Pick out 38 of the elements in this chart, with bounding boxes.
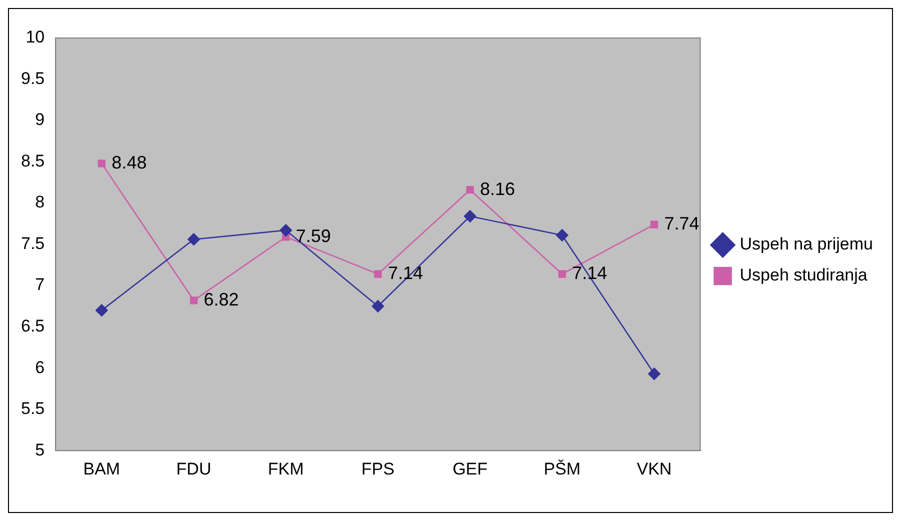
point bbox=[190, 296, 198, 304]
y-tick-label: 7 bbox=[35, 275, 45, 294]
point bbox=[650, 220, 658, 228]
y-tick-label: 7.5 bbox=[20, 234, 45, 253]
data-label: 8.16 bbox=[480, 178, 516, 199]
legend-label: Uspeh na prijemu bbox=[740, 234, 874, 254]
point bbox=[96, 304, 108, 316]
y-tick-label: 9 bbox=[35, 110, 45, 130]
x-tick-label: FPS bbox=[361, 459, 394, 478]
y-tick-label: 8 bbox=[35, 192, 45, 212]
x-tick-label: BAM bbox=[83, 459, 120, 478]
y-tick-label: 9.5 bbox=[20, 68, 45, 88]
point bbox=[98, 160, 106, 168]
y-tick-label: 5 bbox=[35, 440, 45, 460]
y-tick-label: 5.5 bbox=[20, 399, 45, 418]
point bbox=[464, 210, 476, 222]
x-tick-label: VKN bbox=[636, 459, 672, 478]
x-tick-label: FDU bbox=[176, 459, 212, 478]
point bbox=[188, 233, 200, 246]
y-tick-label: 6.5 bbox=[20, 316, 45, 336]
x-tick-label: GEF bbox=[452, 459, 488, 478]
y-tick-label: 8.5 bbox=[20, 151, 45, 170]
y-tick-label: 10 bbox=[26, 28, 45, 47]
point bbox=[466, 186, 474, 194]
data-label: 6.82 bbox=[204, 289, 239, 310]
point bbox=[280, 224, 292, 236]
data-label: 7.59 bbox=[296, 226, 331, 246]
point bbox=[556, 229, 568, 242]
point bbox=[374, 270, 382, 278]
data-label: 8.48 bbox=[112, 152, 147, 172]
x-tick-label: PŠM bbox=[544, 459, 581, 478]
legend-label: Uspeh studiranja bbox=[740, 266, 868, 285]
point bbox=[648, 368, 660, 380]
point bbox=[558, 270, 566, 278]
x-tick-label: FKM bbox=[268, 459, 304, 478]
data-label: 7.74 bbox=[664, 213, 700, 234]
y-tick-label: 6 bbox=[35, 358, 45, 377]
point bbox=[372, 300, 384, 312]
